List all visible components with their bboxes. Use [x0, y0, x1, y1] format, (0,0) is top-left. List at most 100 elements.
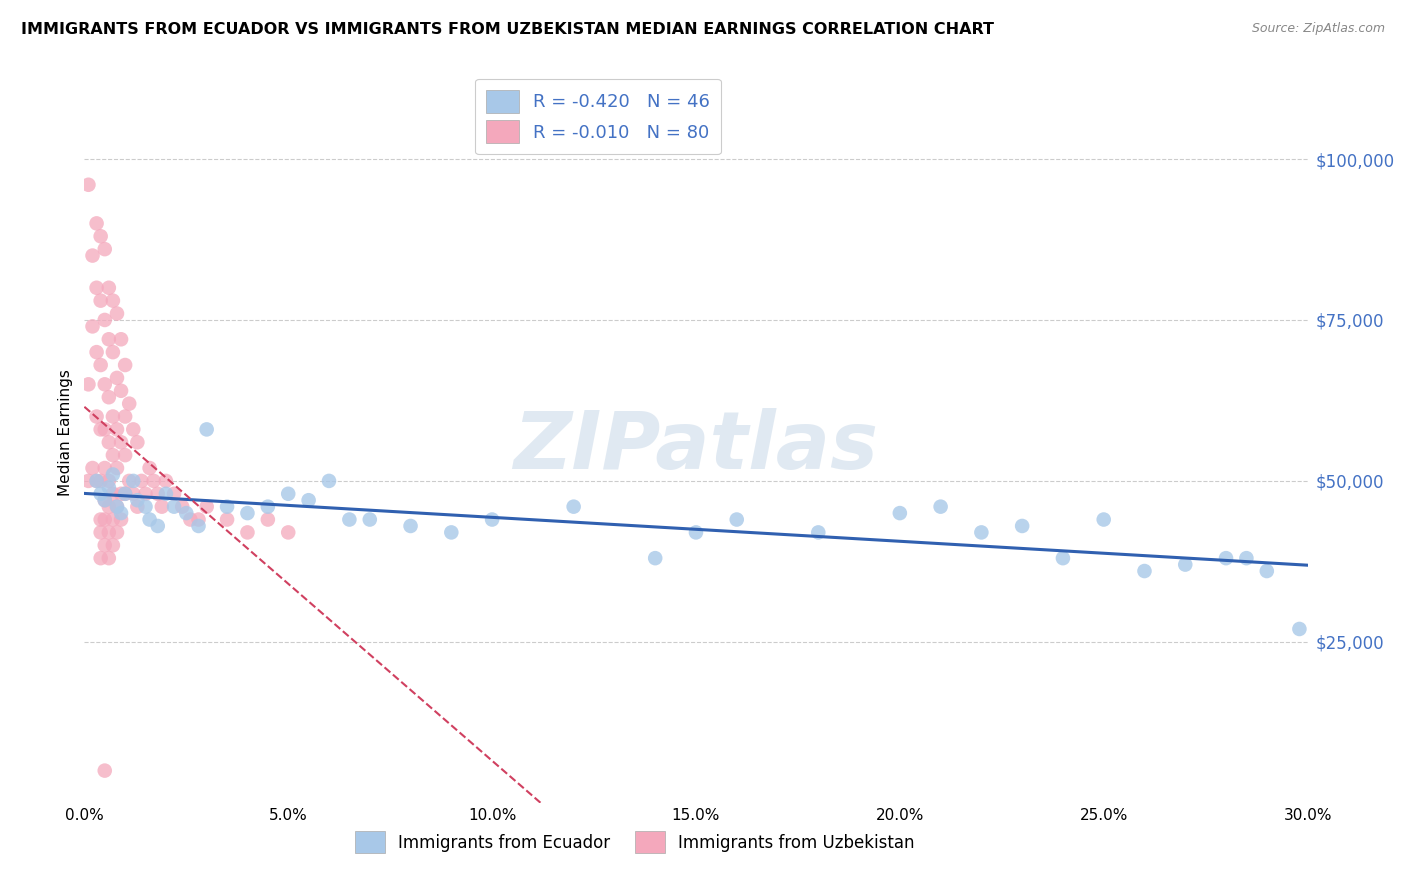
Point [1133, 564, 1156, 578]
Point [93, 493, 115, 508]
Text: Source: ZipAtlas.com: Source: ZipAtlas.com [1251, 22, 1385, 36]
Point [236, 506, 259, 520]
Point [122, 422, 145, 436]
Point [77, 178, 100, 192]
Point [110, 487, 132, 501]
Point [970, 525, 993, 540]
Point [257, 512, 280, 526]
Point [1174, 558, 1197, 572]
Point [399, 519, 422, 533]
Point [110, 512, 132, 526]
Point [90, 487, 112, 501]
Point [86, 474, 108, 488]
Point [97, 474, 120, 488]
Point [1092, 512, 1115, 526]
Point [86, 474, 108, 488]
Point [135, 500, 157, 514]
Point [90, 422, 112, 436]
Point [114, 487, 136, 501]
Point [110, 435, 132, 450]
Point [93, 461, 115, 475]
Legend: Immigrants from Ecuador, Immigrants from Uzbekistan: Immigrants from Ecuador, Immigrants from… [346, 823, 924, 861]
Point [138, 512, 160, 526]
Point [90, 474, 112, 488]
Point [889, 506, 911, 520]
Point [217, 500, 239, 514]
Point [82, 319, 104, 334]
Point [685, 525, 707, 540]
Point [1052, 551, 1074, 566]
Point [101, 293, 124, 308]
Point [105, 525, 128, 540]
Text: ZIPatlas: ZIPatlas [513, 409, 879, 486]
Point [150, 500, 173, 514]
Point [155, 474, 177, 488]
Point [93, 422, 115, 436]
Point [118, 474, 141, 488]
Point [77, 474, 100, 488]
Point [114, 448, 136, 462]
Point [97, 332, 120, 346]
Point [101, 467, 124, 482]
Point [644, 551, 666, 566]
Point [97, 480, 120, 494]
Point [440, 525, 463, 540]
Point [118, 397, 141, 411]
Point [127, 500, 149, 514]
Point [122, 487, 145, 501]
Point [135, 487, 157, 501]
Point [90, 293, 112, 308]
Point [562, 500, 585, 514]
Point [93, 313, 115, 327]
Point [163, 500, 186, 514]
Point [93, 764, 115, 778]
Point [90, 358, 112, 372]
Point [82, 249, 104, 263]
Point [110, 332, 132, 346]
Point [101, 487, 124, 501]
Point [1215, 551, 1237, 566]
Point [105, 371, 128, 385]
Point [101, 409, 124, 424]
Point [105, 500, 128, 514]
Point [93, 493, 115, 508]
Y-axis label: Median Earnings: Median Earnings [58, 369, 73, 496]
Point [929, 500, 952, 514]
Point [1236, 551, 1258, 566]
Point [93, 538, 115, 552]
Point [187, 519, 209, 533]
Point [174, 506, 197, 520]
Point [114, 409, 136, 424]
Point [114, 487, 136, 501]
Point [93, 512, 115, 526]
Point [236, 525, 259, 540]
Point [195, 500, 218, 514]
Point [131, 474, 153, 488]
Point [277, 487, 299, 501]
Point [1256, 564, 1278, 578]
Point [127, 435, 149, 450]
Point [93, 242, 115, 256]
Text: IMMIGRANTS FROM ECUADOR VS IMMIGRANTS FROM UZBEKISTAN MEDIAN EARNINGS CORRELATIO: IMMIGRANTS FROM ECUADOR VS IMMIGRANTS FR… [21, 22, 994, 37]
Point [1288, 622, 1310, 636]
Point [110, 506, 132, 520]
Point [82, 461, 104, 475]
Point [277, 525, 299, 540]
Point [172, 500, 194, 514]
Point [110, 384, 132, 398]
Point [101, 448, 124, 462]
Point [146, 487, 169, 501]
Point [97, 390, 120, 404]
Point [163, 487, 186, 501]
Point [127, 493, 149, 508]
Point [195, 422, 218, 436]
Point [97, 435, 120, 450]
Point [114, 358, 136, 372]
Point [217, 512, 239, 526]
Point [97, 525, 120, 540]
Point [122, 474, 145, 488]
Point [97, 281, 120, 295]
Point [105, 422, 128, 436]
Point [90, 551, 112, 566]
Point [339, 512, 361, 526]
